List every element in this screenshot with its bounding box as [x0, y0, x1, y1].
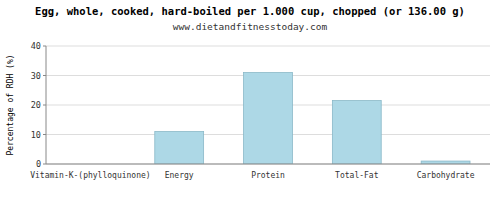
y-tick-label: 20: [31, 100, 41, 110]
y-tick-label: 40: [31, 41, 41, 51]
bar: [332, 101, 381, 164]
bars: [155, 73, 470, 164]
x-tick-label: Vitamin-K-(phylloquinone): [30, 171, 150, 180]
chart: Egg, whole, cooked, hard-boiled per 1.00…: [0, 0, 500, 200]
x-axis: [46, 164, 490, 165]
grid: [46, 46, 490, 164]
bar: [244, 73, 293, 164]
y-tick-label: 10: [31, 130, 41, 140]
x-tick-label: Total-Fat: [335, 171, 379, 180]
y-tick-label: 30: [31, 71, 41, 81]
x-tick-label: Carbohydrate: [417, 171, 475, 180]
y-axis-label: Percentage of RDH (%): [6, 54, 15, 155]
y-axis: [46, 46, 47, 164]
subtitle: www.dietandfitnesstoday.com: [173, 21, 328, 32]
grid-line: [46, 46, 490, 47]
title: Egg, whole, cooked, hard-boiled per 1.00…: [35, 5, 465, 17]
y-tick-label: 0: [36, 159, 41, 169]
bar: [155, 132, 204, 164]
x-tick-label: Protein: [251, 171, 285, 180]
x-tick-label: Energy: [165, 171, 194, 180]
grid-line: [46, 164, 490, 165]
